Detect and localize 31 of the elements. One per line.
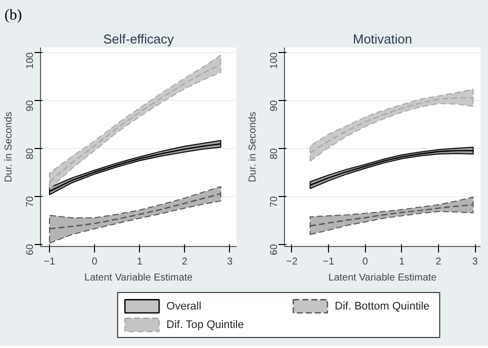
- x-tick-label: −2: [286, 256, 298, 268]
- x-axis-title: Latent Variable Estimate: [328, 272, 438, 284]
- chart-title: Motivation: [352, 32, 412, 46]
- x-tick-label: 0: [92, 256, 98, 268]
- legend-label: Dif. Bottom Quintile: [334, 300, 430, 312]
- x-tick-label: 3: [472, 256, 478, 268]
- y-axis-title: Dur. in Seconds: [248, 112, 258, 182]
- y-tick-label: 100: [269, 52, 280, 69]
- y-tick-label: 80: [25, 148, 36, 160]
- x-tick-label: −1: [44, 256, 56, 268]
- y-tick-label: 60: [25, 244, 36, 256]
- y-tick-label: 60: [269, 244, 280, 256]
- y-tick-label: 90: [25, 100, 36, 112]
- x-tick-label: 3: [226, 256, 233, 268]
- x-tick-label: 1: [136, 256, 143, 268]
- x-tick-label: 2: [182, 256, 188, 268]
- legend-label: Dif. Top Quintile: [166, 318, 244, 331]
- y-tick-label: 80: [269, 148, 280, 160]
- y-tick-label: 70: [25, 196, 36, 208]
- y-tick-label: 70: [269, 196, 280, 208]
- x-tick-label: 0: [362, 256, 368, 268]
- legend-label: Overall: [166, 300, 202, 312]
- y-axis-title: Dur. in Seconds: [4, 112, 14, 182]
- y-tick-label: 90: [269, 100, 280, 112]
- text: (b): [4, 8, 22, 24]
- x-tick-label: 1: [398, 256, 405, 268]
- x-tick-label: 2: [436, 256, 442, 268]
- x-axis-title: Latent Variable Estimate: [84, 272, 194, 284]
- y-tick-label: 100: [25, 52, 36, 69]
- x-tick-label: −1: [322, 256, 335, 268]
- chart-title: Self-efficacy: [103, 32, 174, 46]
